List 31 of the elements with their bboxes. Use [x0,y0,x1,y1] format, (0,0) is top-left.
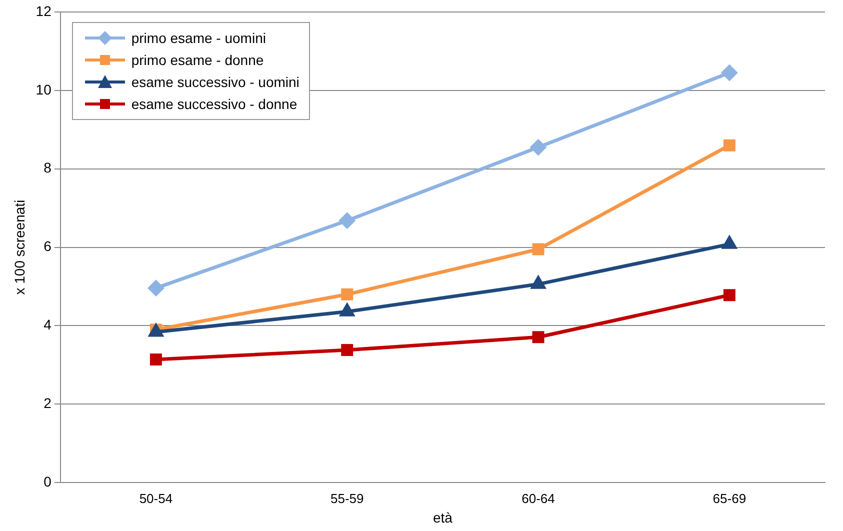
legend-label: primo esame - donne [131,52,264,68]
point [723,289,736,302]
y-tick-label: 12 [36,2,52,19]
legend-label: esame successivo - uomini [131,74,300,90]
y-tick-label: 4 [44,316,52,333]
point [723,139,736,152]
point [530,140,546,156]
point [531,276,546,289]
y-tick-label: 0 [44,473,52,490]
point [341,344,354,356]
x-axis-title: età [432,509,453,526]
legend-label: primo esame - uomini [131,30,266,46]
x-tick-label: 55-59 [330,490,364,506]
point [722,236,736,249]
x-tick-label: 65-69 [712,490,746,506]
x-tick-label: 50-54 [139,490,173,506]
point [150,353,162,366]
y-tick-label: 6 [44,238,52,254]
point [339,212,355,228]
point [148,280,164,296]
point [532,331,544,344]
legend-label: esame successivo - donne [131,96,298,112]
y-axis-title: x 100 screenati [11,200,28,295]
point [341,288,354,300]
y-tick-label: 8 [44,160,52,176]
point [532,243,544,256]
y-tick-label: 10 [36,81,52,98]
x-tick-label: 60-64 [522,490,555,506]
y-tick-label: 2 [44,395,52,412]
point [722,65,738,81]
point [340,304,354,316]
